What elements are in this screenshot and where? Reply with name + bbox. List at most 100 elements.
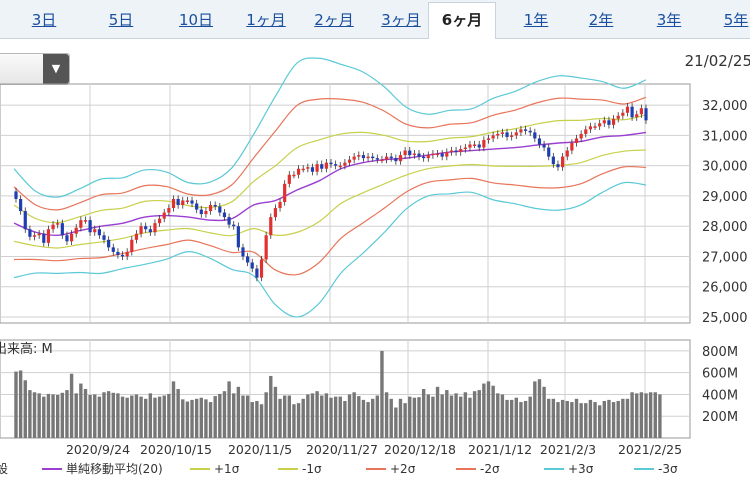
volume-tick-label: 200M <box>702 410 738 425</box>
candle <box>273 208 278 218</box>
candle <box>301 168 305 171</box>
candle <box>65 235 69 242</box>
volume-bar <box>459 396 463 438</box>
tab-0[interactable]: 3日 <box>31 11 57 29</box>
candle <box>459 149 463 153</box>
candle <box>500 132 504 134</box>
candle <box>287 174 291 184</box>
tab-4[interactable]: 2ヶ月 <box>314 11 354 29</box>
tab-5[interactable]: 3ヶ月 <box>381 11 421 29</box>
volume-bar <box>565 400 569 438</box>
candle <box>213 205 217 207</box>
candle <box>593 126 597 128</box>
candle <box>491 135 495 139</box>
indicator-dropdown[interactable]: ▼ <box>0 53 70 85</box>
volume-bar <box>366 402 370 438</box>
volume-bar <box>593 402 597 438</box>
volume-bar <box>144 398 148 438</box>
candle <box>88 220 92 233</box>
period-tabs: 3日 5日 10日 1ヶ月 2ヶ月 3ヶ月 6ヶ月 1年 2年 3年 5年 <box>0 0 750 39</box>
volume-bar <box>463 392 468 438</box>
volume-bar <box>528 396 532 438</box>
candle <box>292 174 296 177</box>
candle <box>102 235 106 240</box>
volume-bar <box>273 386 278 438</box>
volume-bar <box>472 391 477 438</box>
volume-bar <box>431 396 435 438</box>
tab-10[interactable]: 5年 <box>723 11 749 29</box>
legend-label: +1σ <box>214 462 240 476</box>
volume-bar <box>218 393 222 438</box>
tab-6[interactable]: 6ヶ月 <box>428 2 496 39</box>
volume-bar <box>417 397 421 438</box>
candle <box>232 224 236 227</box>
volume-bar <box>537 379 542 438</box>
candle <box>482 139 486 148</box>
volume-bar <box>60 392 65 438</box>
volume-bar <box>454 393 458 438</box>
candle <box>222 212 227 218</box>
y-tick-label: 27,000 <box>702 250 748 265</box>
volume-bar <box>477 390 481 438</box>
candle <box>528 130 532 133</box>
tab-2[interactable]: 10日 <box>178 11 214 29</box>
candle <box>315 164 319 172</box>
candle <box>510 135 514 137</box>
x-tick-label: 2021/2/3 <box>540 442 596 457</box>
volume-bar <box>408 396 412 438</box>
chevron-down-icon[interactable]: ▼ <box>43 54 69 84</box>
x-tick-label: 2020/12/18 <box>384 442 456 457</box>
candle <box>611 118 616 125</box>
candle <box>306 167 310 169</box>
candle <box>561 156 565 168</box>
volume-bar <box>102 392 106 438</box>
band-3sigma-upper <box>13 57 647 198</box>
volume-bar <box>602 400 607 438</box>
volume-bar <box>621 398 625 438</box>
volume-bar <box>106 391 111 438</box>
candle <box>236 226 240 248</box>
candle <box>171 198 176 209</box>
legend-label: -2σ <box>480 462 500 476</box>
x-tick-label: 2020/11/5 <box>228 442 292 457</box>
volume-bar <box>32 392 37 438</box>
candle <box>435 153 440 156</box>
tab-3[interactable]: 1ヶ月 <box>246 11 286 29</box>
candle <box>246 256 250 263</box>
candle <box>352 156 356 160</box>
tab-8[interactable]: 2年 <box>588 11 614 29</box>
volume-bar <box>139 396 143 438</box>
volume-bar <box>611 402 616 438</box>
volume-bar <box>227 381 231 438</box>
tab-1[interactable]: 5日 <box>108 11 134 29</box>
candle <box>278 201 282 209</box>
legend-label: 単純移動平均(20) <box>66 462 163 476</box>
volume-bar <box>579 403 583 438</box>
candle <box>338 165 342 168</box>
tab-7[interactable]: 1年 <box>523 11 549 29</box>
volume-bar <box>491 385 495 438</box>
price-panel-frame <box>0 83 691 324</box>
candle <box>463 147 467 150</box>
candle <box>630 106 634 118</box>
candle <box>347 159 352 163</box>
candle <box>181 200 185 206</box>
volume-bar <box>51 394 55 438</box>
volume-bar <box>653 392 657 438</box>
candle <box>144 226 148 230</box>
candle <box>644 108 648 121</box>
candle <box>107 239 111 248</box>
candle <box>394 158 398 162</box>
candle <box>69 233 74 242</box>
candle <box>468 144 472 148</box>
volume-bar <box>167 393 171 438</box>
volume-bar <box>306 394 310 438</box>
volume-bar <box>83 389 88 438</box>
candle <box>334 164 338 166</box>
candle <box>486 138 491 140</box>
candle <box>42 233 46 243</box>
candle <box>310 167 315 172</box>
candle <box>296 168 301 175</box>
tab-9[interactable]: 3年 <box>656 11 682 29</box>
x-tick-label: 2020/11/27 <box>306 442 378 457</box>
